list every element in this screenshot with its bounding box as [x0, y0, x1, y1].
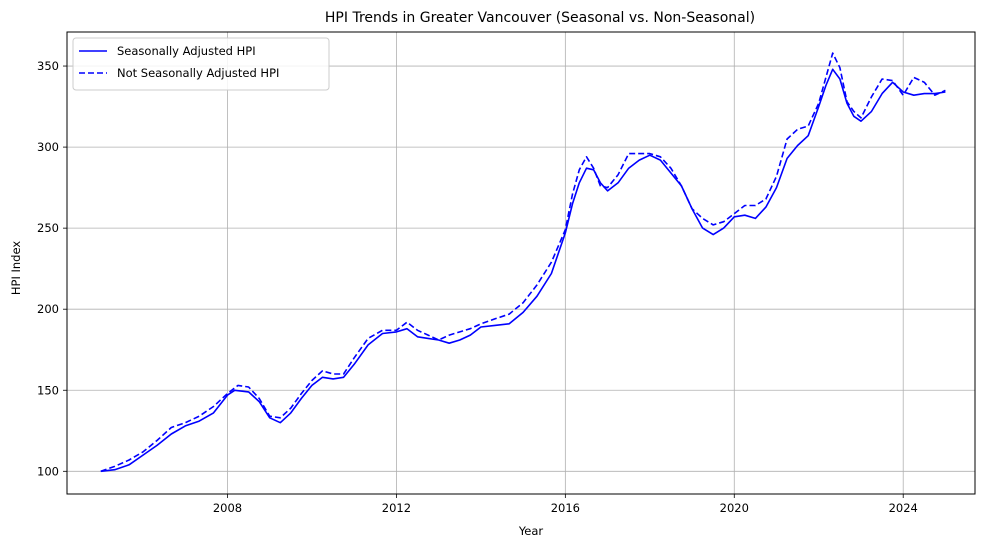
y-axis-ticks: 100 150 200 250 300 350: [37, 59, 67, 478]
x-tick-label: 2016: [551, 501, 580, 515]
y-tick-label: 300: [37, 140, 59, 154]
x-axis-label: Year: [518, 524, 544, 538]
legend: Seasonally Adjusted HPI Not Seasonally Ad…: [72, 37, 330, 91]
series-line-not-seasonally-adjusted: [100, 52, 946, 473]
y-tick-label: 150: [37, 383, 59, 397]
y-axis-label: HPI Index: [9, 241, 23, 295]
y-tick-label: 100: [37, 464, 59, 478]
grid-lines: [67, 32, 975, 494]
x-tick-label: 2008: [213, 501, 242, 515]
series-lines: [100, 52, 946, 473]
series-line-seasonally-adjusted: [100, 68, 946, 473]
x-tick-label: 2020: [720, 501, 749, 515]
legend-entry-label: Seasonally Adjusted HPI: [117, 44, 256, 58]
plot-area-frame: [66, 31, 976, 495]
legend-entry-label: Not Seasonally Adjusted HPI: [117, 66, 279, 80]
x-axis-ticks: 2008 2012 2016 2020 2024: [213, 494, 918, 515]
y-tick-label: 250: [37, 221, 59, 235]
chart-title: HPI Trends in Greater Vancouver (Seasona…: [325, 10, 755, 26]
x-tick-label: 2024: [889, 501, 918, 515]
legend-box: [72, 37, 330, 91]
y-tick-label: 200: [37, 302, 59, 316]
y-tick-label: 350: [37, 59, 59, 73]
x-tick-label: 2012: [382, 501, 411, 515]
